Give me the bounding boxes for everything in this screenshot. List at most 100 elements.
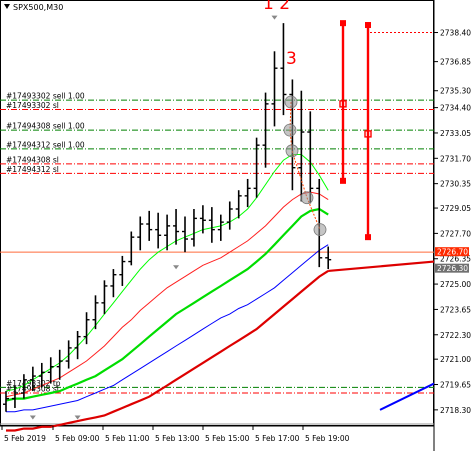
ohlc-bar [65, 340, 72, 369]
wave-overlay: 1 2 3 [29, 0, 372, 420]
ohlc-bar [325, 246, 332, 270]
y-tick-label: 2733.05 [440, 129, 471, 138]
y-tick-label: 2730.35 [440, 180, 471, 189]
axis-labels: 2738.40 2736.85 2735.30 2734.40 2733.05 2731.… [1, 29, 471, 443]
triangle-down-icon[interactable] [4, 4, 10, 9]
ohlc-bar [56, 349, 63, 380]
x-tick-label: 5 Feb 19:00 [305, 434, 350, 443]
forecast-bar-top-marker [365, 22, 371, 29]
ohlc-bar [110, 269, 117, 298]
ma-line-1 [5, 154, 329, 392]
ohlc-bar [262, 92, 269, 168]
y-tick-label: 2729.05 [440, 204, 471, 213]
bid-price-text: 2726.70 [437, 248, 468, 257]
x-tick-label: 5 Feb 2019 [4, 434, 46, 443]
moving-averages [5, 154, 435, 432]
wave-label-12: 1 2 [263, 0, 290, 14]
wave-point-circle [285, 144, 299, 158]
ma-line-5-extension [328, 260, 435, 273]
fib-dotted-path [289, 101, 321, 230]
order-level-label: #17494308 sell 1.00 [6, 122, 85, 131]
y-tick-label: 2738.40 [440, 29, 471, 38]
ma-line-3 [5, 207, 329, 402]
order-level-label: #17493302 sell 1.00 [6, 92, 85, 101]
ohlc-bar [280, 23, 287, 116]
ohlc-bar [253, 137, 260, 198]
ohlc-bar [119, 255, 126, 286]
ohlc-bar [74, 331, 81, 360]
y-tick-label: 2731.70 [440, 154, 471, 163]
order-level-label: #17494312 sell 1.00 [6, 140, 85, 149]
ohlc-bar [182, 216, 188, 253]
forecast-bar-mid-marker [364, 130, 372, 138]
y-tick-label: 2734.40 [440, 104, 471, 113]
order-level-label: #17493302 sl [6, 101, 59, 110]
ohlc-bar [271, 51, 278, 127]
x-tick-label: 5 Feb 13:00 [155, 434, 200, 443]
ohlc-bar [11, 385, 18, 408]
ohlc-bar [92, 295, 99, 330]
ohlc-bar [199, 205, 206, 234]
ma-line-4 [6, 244, 329, 413]
fractal-arrow-icon [29, 415, 36, 420]
ohlc-bar [29, 366, 36, 392]
y-tick-label: 2736.85 [440, 58, 471, 67]
chart-title: SPX500,M30 [13, 3, 63, 12]
ohlc-bar [38, 362, 45, 388]
y-tick-label: 2722.30 [440, 331, 471, 340]
ask-price-text: 2726.30 [437, 264, 468, 273]
ohlc-bar [307, 111, 314, 204]
ohlc-bar [101, 280, 108, 315]
x-tick-label: 5 Feb 17:00 [255, 434, 300, 443]
bid-price-tag [435, 247, 469, 257]
ohlc-bar [164, 214, 171, 251]
y-tick-label: 2727.70 [440, 229, 471, 238]
fractal-arrow-icon [74, 415, 81, 420]
wave-point-circle [300, 191, 314, 205]
wave-point-circle [283, 123, 297, 137]
y-tick-label: 2721.00 [440, 355, 471, 364]
forecast-bar [364, 22, 372, 241]
forecast-bar-bottom-marker [365, 234, 371, 241]
order-level-label: #17494308 sl [6, 155, 59, 164]
ohlc-bar [83, 312, 90, 345]
order-level-label: #17494312 sl [6, 165, 59, 174]
price-bars [3, 23, 332, 412]
fractal-arrow-icon [271, 15, 278, 20]
fractal-arrow-icon [173, 265, 180, 270]
ask-price-tag [435, 263, 469, 273]
ohlc-bar [155, 212, 162, 249]
ohlc-bar [217, 214, 224, 241]
y-tick-label: 2719.65 [440, 381, 471, 390]
ohlc-bar [47, 357, 54, 384]
ma-blue-thick-segment [379, 382, 435, 411]
ohlc-bar [226, 201, 233, 230]
wave-point-circle [284, 95, 298, 109]
ma-line-5 [6, 269, 329, 432]
ohlc-bar [20, 374, 27, 399]
x-tick-label: 5 Feb 11:00 [105, 434, 150, 443]
forecast-bar [339, 20, 347, 184]
forecast-bar-top-marker [340, 20, 346, 27]
ohlc-bar [244, 178, 251, 208]
ohlc-bar [316, 178, 323, 268]
y-tick-label: 2718.30 [440, 406, 471, 415]
y-tick-label: 2735.30 [440, 87, 471, 96]
ohlc-bar [190, 208, 197, 247]
wave-label-3: 3 [286, 49, 297, 69]
forecast-bar-bottom-marker [340, 177, 346, 184]
ohlc-bar [3, 391, 9, 412]
y-tick-label: 2725.00 [440, 280, 471, 289]
ohlc-bar [173, 208, 180, 245]
forecast-bar-mid-marker [339, 100, 347, 108]
ohlc-bar [146, 210, 153, 241]
ohlc-bar [235, 190, 242, 219]
y-tick-label: 2726.35 [440, 255, 471, 264]
wave-point-circle [313, 223, 327, 237]
y-tick-label: 2723.65 [440, 305, 471, 314]
ohlc-bar [128, 231, 135, 266]
x-tick-label: 5 Feb 09:00 [55, 434, 100, 443]
ohlc-bar [208, 207, 215, 243]
